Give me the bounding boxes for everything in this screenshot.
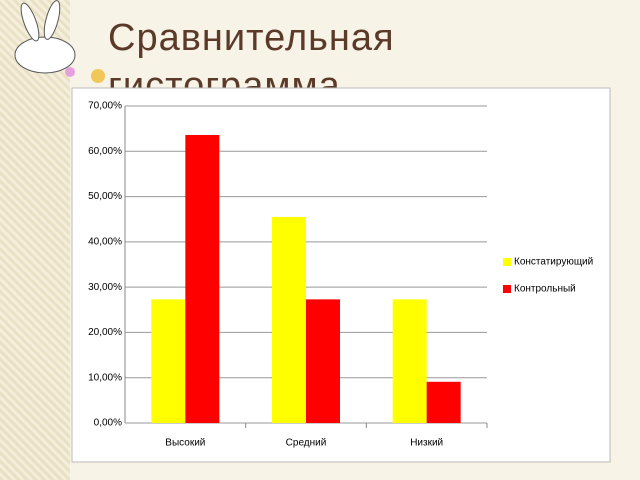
- bar: [426, 381, 461, 423]
- legend-swatch: [503, 258, 511, 266]
- legend-label: Констатирующий: [514, 257, 593, 268]
- bar: [151, 299, 186, 423]
- y-tick-label: 40,00%: [88, 236, 122, 247]
- y-tick-label: 30,00%: [88, 282, 122, 293]
- y-tick-label: 0,00%: [94, 418, 122, 429]
- bar: [392, 299, 427, 423]
- x-tick-label: Средний: [286, 438, 327, 449]
- bar: [306, 299, 340, 423]
- bar: [272, 216, 306, 423]
- x-tick-label: Низкий: [410, 438, 443, 449]
- y-tick-label: 70,00%: [88, 101, 122, 112]
- decor-strip: [0, 0, 70, 480]
- bar: [185, 134, 220, 424]
- y-tick-label: 10,00%: [88, 372, 122, 383]
- y-tick-label: 20,00%: [88, 327, 122, 338]
- legend-label: Контрольный: [514, 284, 576, 295]
- legend-swatch: [503, 285, 511, 293]
- rabbit: [14, 0, 105, 83]
- y-tick-label: 60,00%: [88, 146, 122, 157]
- y-tick-label: 50,00%: [88, 191, 122, 202]
- x-tick-label: Высокий: [165, 438, 205, 449]
